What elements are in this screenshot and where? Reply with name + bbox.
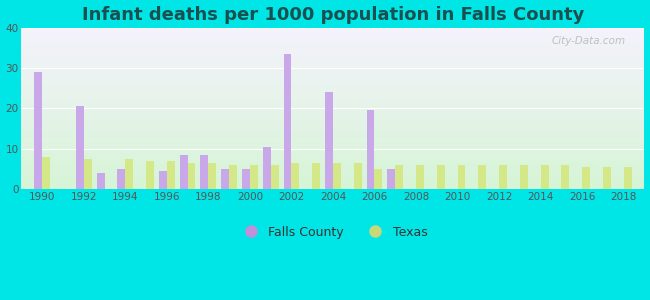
Bar <box>478 165 486 189</box>
Bar <box>283 54 291 189</box>
Bar <box>84 159 92 189</box>
Bar <box>582 167 590 189</box>
Bar <box>125 159 133 189</box>
Bar <box>458 165 465 189</box>
Bar <box>367 110 374 189</box>
Bar <box>34 72 42 189</box>
Bar <box>179 155 188 189</box>
Bar <box>159 171 167 189</box>
Bar <box>221 169 229 189</box>
Bar <box>263 147 270 189</box>
Bar <box>188 163 196 189</box>
Bar <box>97 173 105 189</box>
Bar <box>312 163 320 189</box>
Bar <box>76 106 84 189</box>
Bar <box>146 161 154 189</box>
Bar <box>541 165 549 189</box>
Bar <box>603 167 611 189</box>
Bar <box>374 169 382 189</box>
Bar <box>354 163 361 189</box>
Bar <box>291 163 299 189</box>
Bar <box>499 165 507 189</box>
Bar <box>416 165 424 189</box>
Bar <box>325 92 333 189</box>
Bar <box>42 157 50 189</box>
Bar <box>167 161 175 189</box>
Bar <box>520 165 528 189</box>
Text: City-Data.com: City-Data.com <box>552 36 626 46</box>
Bar <box>395 165 403 189</box>
Bar <box>242 169 250 189</box>
Legend: Falls County, Texas: Falls County, Texas <box>233 221 432 244</box>
Bar <box>562 165 569 189</box>
Bar <box>333 163 341 189</box>
Bar <box>270 165 279 189</box>
Bar <box>437 165 445 189</box>
Bar <box>250 165 258 189</box>
Bar <box>387 169 395 189</box>
Bar <box>229 165 237 189</box>
Title: Infant deaths per 1000 population in Falls County: Infant deaths per 1000 population in Fal… <box>82 6 584 24</box>
Bar <box>624 167 632 189</box>
Bar <box>209 163 216 189</box>
Bar <box>118 169 125 189</box>
Bar <box>200 155 209 189</box>
